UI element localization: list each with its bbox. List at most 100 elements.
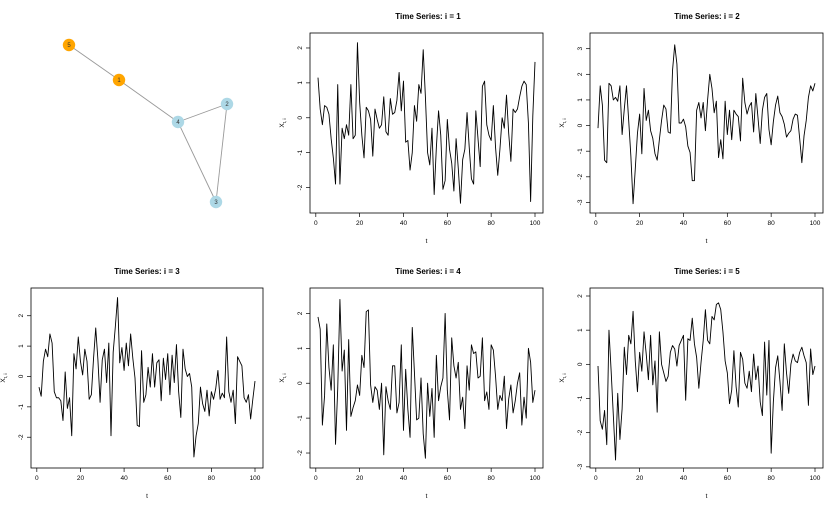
- x-tick-label: 80: [768, 220, 776, 227]
- network-node-4: 4: [171, 115, 185, 129]
- x-tick-label: 0: [314, 220, 318, 227]
- x-tick-label: 0: [35, 475, 39, 482]
- y-tick-label: 3: [577, 47, 584, 51]
- network-node-circle: [62, 38, 76, 52]
- x-axis-label: t: [706, 493, 708, 500]
- x-tick-label: 60: [724, 220, 732, 227]
- network-node-label: 1: [117, 78, 121, 84]
- y-tick-label: -1: [297, 415, 304, 421]
- x-axis-label: t: [706, 238, 708, 245]
- x-tick-label: 20: [356, 475, 364, 482]
- x-tick-label: 80: [768, 475, 776, 482]
- time-series-panel-4: Time Series: i = 4 0 20 40 60 80 100 -2 -1 0 1 2 t Xt…: [279, 267, 544, 500]
- y-tick-label: 2: [18, 314, 25, 318]
- x-tick-label: 40: [120, 475, 128, 482]
- x-tick-label: 60: [444, 220, 452, 227]
- network-node-label: 3: [214, 200, 218, 206]
- x-tick-label: 20: [636, 475, 644, 482]
- y-tick-label: 1: [18, 344, 25, 348]
- y-tick-label: -1: [297, 149, 304, 155]
- network-node-label: 2: [225, 102, 229, 108]
- time-series-panels: Time Series: i = 10 20 40 60 80 100-2-1012tXt…: [0, 12, 824, 500]
- x-tick-label: 80: [488, 475, 496, 482]
- y-tick-label: 1: [297, 346, 304, 350]
- panel-title: Time Series: i = 5: [674, 267, 740, 276]
- y-axis-label: Xt, i: [559, 118, 567, 127]
- x-tick-label: 80: [488, 220, 496, 227]
- time-series-panel-2: Time Series: i = 2 0 20 40 60 80 100 -3 -2 -1 0 1 2 3…: [559, 12, 824, 245]
- network-graph: 1 2 3 4 5: [62, 38, 234, 209]
- x-tick-label: 20: [636, 220, 644, 227]
- y-tick-label: -2: [577, 429, 584, 435]
- y-tick-label: 2: [297, 46, 304, 50]
- x-tick-label: 40: [680, 475, 688, 482]
- series-line: [597, 44, 816, 205]
- y-tick-label: 0: [18, 374, 25, 378]
- x-axis-label: t: [146, 493, 148, 500]
- y-tick-label: 2: [297, 311, 304, 315]
- x-tick-label: 80: [208, 475, 216, 482]
- y-tick-label: -2: [297, 450, 304, 456]
- network-node-2: 2: [220, 97, 234, 111]
- x-tick-label: 60: [164, 475, 172, 482]
- x-axis-label: t: [426, 493, 428, 500]
- x-axis-label: t: [426, 238, 428, 245]
- network-node-3: 3: [209, 195, 223, 209]
- x-tick-label: 100: [530, 475, 541, 482]
- network-node-circle: [220, 97, 234, 111]
- series-line: [38, 297, 256, 458]
- x-tick-label: 60: [444, 475, 452, 482]
- plot-frame: [309, 287, 544, 469]
- x-tick-label: 60: [724, 475, 732, 482]
- x-tick-label: 100: [810, 220, 821, 227]
- y-axis-label: Xt, i: [0, 373, 8, 382]
- network-edge: [68, 44, 120, 81]
- plot-frame: [30, 287, 264, 469]
- y-tick-label: 0: [577, 123, 584, 127]
- network-node-label: 4: [176, 120, 180, 126]
- network-node-1: 1: [112, 73, 126, 87]
- y-axis-label: Xt, i: [279, 373, 287, 382]
- panel-title: Time Series: i = 2: [674, 12, 740, 21]
- network-node-circle: [171, 115, 185, 129]
- network-node-circle: [209, 195, 223, 209]
- x-tick-label: 20: [356, 220, 364, 227]
- plot-frame: [589, 287, 824, 469]
- x-tick-label: 0: [594, 475, 598, 482]
- network-node-circle: [112, 73, 126, 87]
- y-tick-label: -2: [577, 174, 584, 180]
- series-line: [317, 42, 536, 204]
- y-tick-label: -2: [297, 184, 304, 190]
- y-tick-label: -1: [18, 404, 25, 410]
- series-line: [317, 299, 536, 459]
- network-node-5: 5: [62, 38, 76, 52]
- y-tick-label: -3: [577, 199, 584, 205]
- y-axis-label: Xt, i: [279, 118, 287, 127]
- time-series-panel-1: Time Series: i = 1 0 20 40 60 80 100 -2 -1 0 1 2 t Xt…: [279, 12, 544, 245]
- y-tick-label: -1: [577, 148, 584, 154]
- y-tick-label: 2: [577, 294, 584, 298]
- y-tick-label: -3: [577, 464, 584, 470]
- x-tick-label: 100: [810, 475, 821, 482]
- network-edge: [118, 79, 179, 123]
- y-axis-label: Xt, i: [559, 373, 567, 382]
- panel-title: Time Series: i = 3: [114, 267, 180, 276]
- time-series-panel-3: Time Series: i = 3 0 20 40 60 80 100 -2 -1 0 1 2 t Xt…: [0, 267, 264, 500]
- y-tick-label: -1: [577, 395, 584, 401]
- network-edge: [177, 103, 228, 123]
- y-tick-label: 0: [577, 362, 584, 366]
- network-edge: [177, 121, 217, 203]
- panel-title: Time Series: i = 4: [395, 267, 461, 276]
- time-series-panel-5: Time Series: i = 5 0 20 40 60 80 100 -3 -2 -1 0 1 2 t…: [559, 267, 824, 500]
- y-tick-label: 0: [297, 116, 304, 120]
- x-tick-label: 40: [400, 475, 408, 482]
- plot-frame: [309, 32, 544, 214]
- x-tick-label: 40: [400, 220, 408, 227]
- plot-frame: [589, 32, 824, 214]
- panel-title: Time Series: i = 1: [395, 12, 461, 21]
- y-tick-label: 2: [577, 72, 584, 76]
- x-tick-label: 100: [250, 475, 261, 482]
- network-edge: [215, 103, 228, 203]
- x-tick-label: 0: [314, 475, 318, 482]
